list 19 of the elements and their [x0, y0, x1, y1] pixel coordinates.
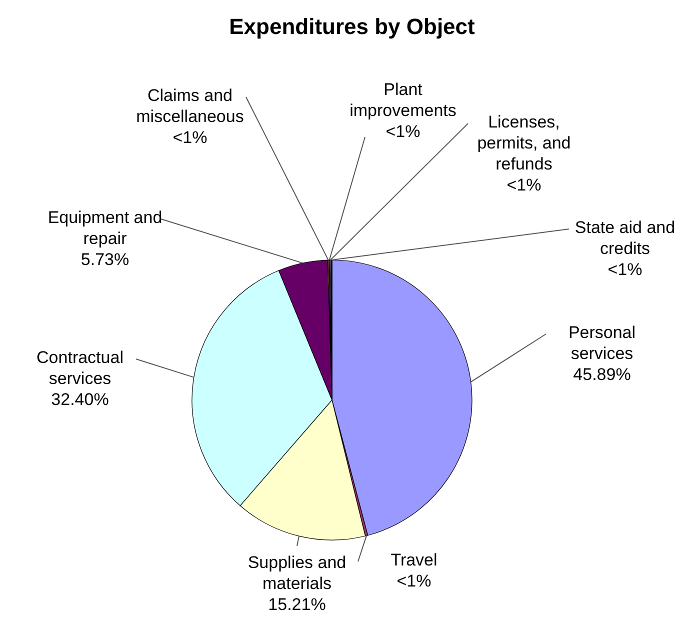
slice-label: Supplies and materials — [248, 553, 346, 594]
slice-label: State aid and credits — [574, 218, 676, 258]
slice-label: Licenses, permits, and refunds — [477, 112, 571, 174]
data-label: <1% — [172, 128, 208, 148]
slice-label: Personal services — [568, 323, 636, 364]
data-label: <1% — [506, 176, 542, 195]
chart-title: Expenditures by Object — [229, 14, 476, 39]
slice-label: Contractual services — [36, 348, 124, 388]
slice-label: Claims and miscellaneous — [136, 86, 244, 126]
slice-label: Travel — [390, 550, 438, 570]
data-label: <1% — [386, 122, 420, 142]
data-label: 5.73% — [80, 250, 130, 270]
data-label: 15.21% — [268, 595, 326, 614]
data-label: 45.89% — [573, 365, 631, 384]
slice-label: Equipment and repair — [48, 208, 162, 248]
data-label: <1% — [608, 260, 642, 280]
slice-label: Plant improvements — [350, 80, 456, 120]
data-label: <1% — [396, 572, 432, 591]
data-label: 32.40% — [51, 390, 109, 410]
